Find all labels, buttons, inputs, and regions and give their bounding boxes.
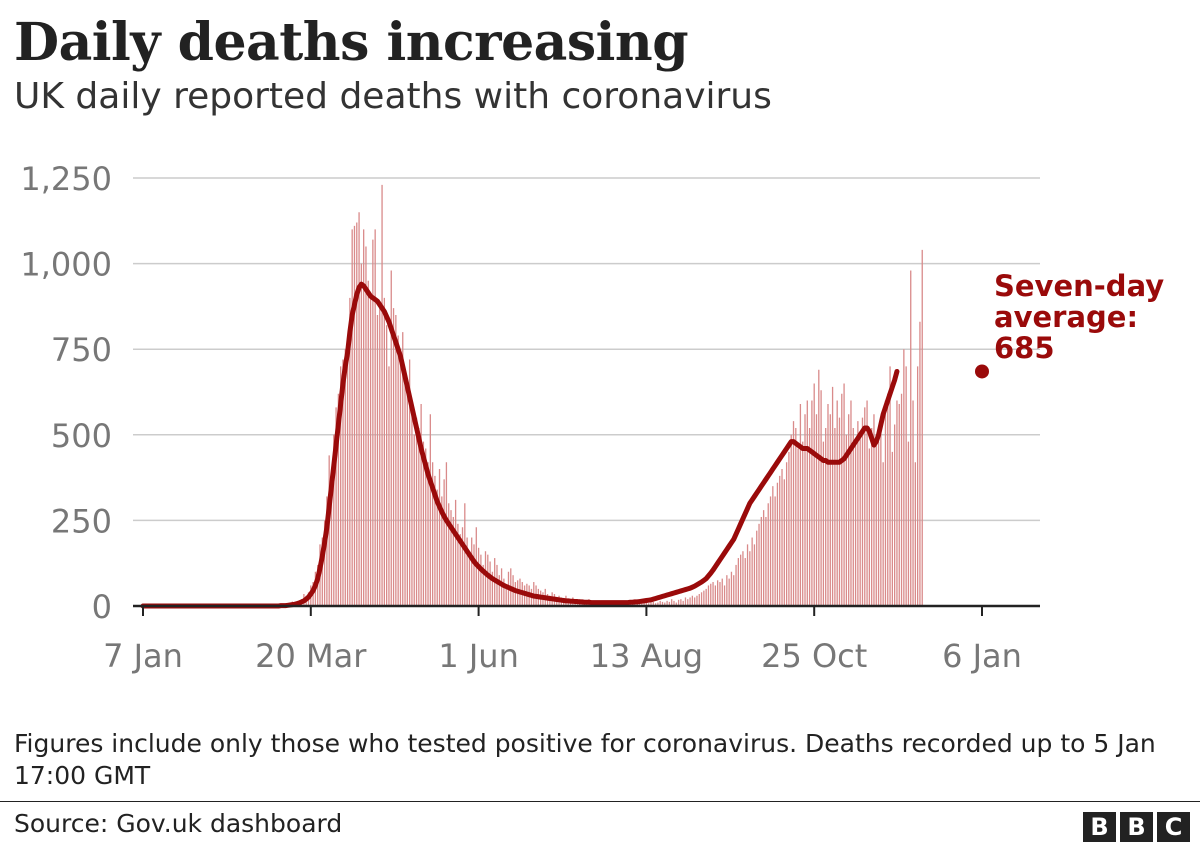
y-tick-label: 1,250 [20, 160, 112, 198]
bars-layer [273, 184, 923, 606]
y-tick-label: 250 [51, 502, 112, 540]
y-tick-label: 0 [92, 588, 112, 626]
logo-letter: B [1083, 812, 1116, 842]
logo-letter: C [1157, 812, 1190, 842]
x-tick-label: 25 Oct [761, 637, 867, 675]
y-tick-label: 500 [51, 417, 112, 455]
x-tick-label: 1 Jun [438, 637, 519, 675]
average-annotation-text: Seven-day [994, 269, 1164, 303]
average-annotation-text: 685 [994, 331, 1055, 365]
y-tick-label: 1,000 [20, 246, 112, 284]
logo-letter: B [1120, 812, 1153, 842]
chart-subtitle: UK daily reported deaths with coronaviru… [14, 76, 772, 117]
y-tick-label: 750 [51, 331, 112, 369]
x-tick-label: 6 Jan [942, 637, 1022, 675]
axis-layer: 0 250 500 750 1,000 1,250 7 Jan 20 Mar 1 Jun 13 A… [20, 160, 1040, 675]
x-tick-label: 7 Jan [103, 637, 183, 675]
chart-title: Daily deaths increasing [14, 12, 689, 73]
footer-divider [0, 801, 1200, 802]
latest-average-point [975, 364, 989, 379]
bbc-logo: B B C [1083, 812, 1190, 842]
x-tick-label: 13 Aug [590, 637, 703, 675]
average-annotation-text: average: [994, 300, 1138, 334]
source-text: Source: Gov.uk dashboard [14, 809, 343, 838]
grid-layer [133, 177, 1040, 522]
x-tick-label: 20 Mar [255, 637, 367, 675]
footnote: Figures include only those who tested po… [14, 729, 1156, 790]
chart-plot: 0 250 500 750 1,000 1,250 7 Jan 20 Mar 1 Jun 13 A… [20, 160, 1164, 675]
